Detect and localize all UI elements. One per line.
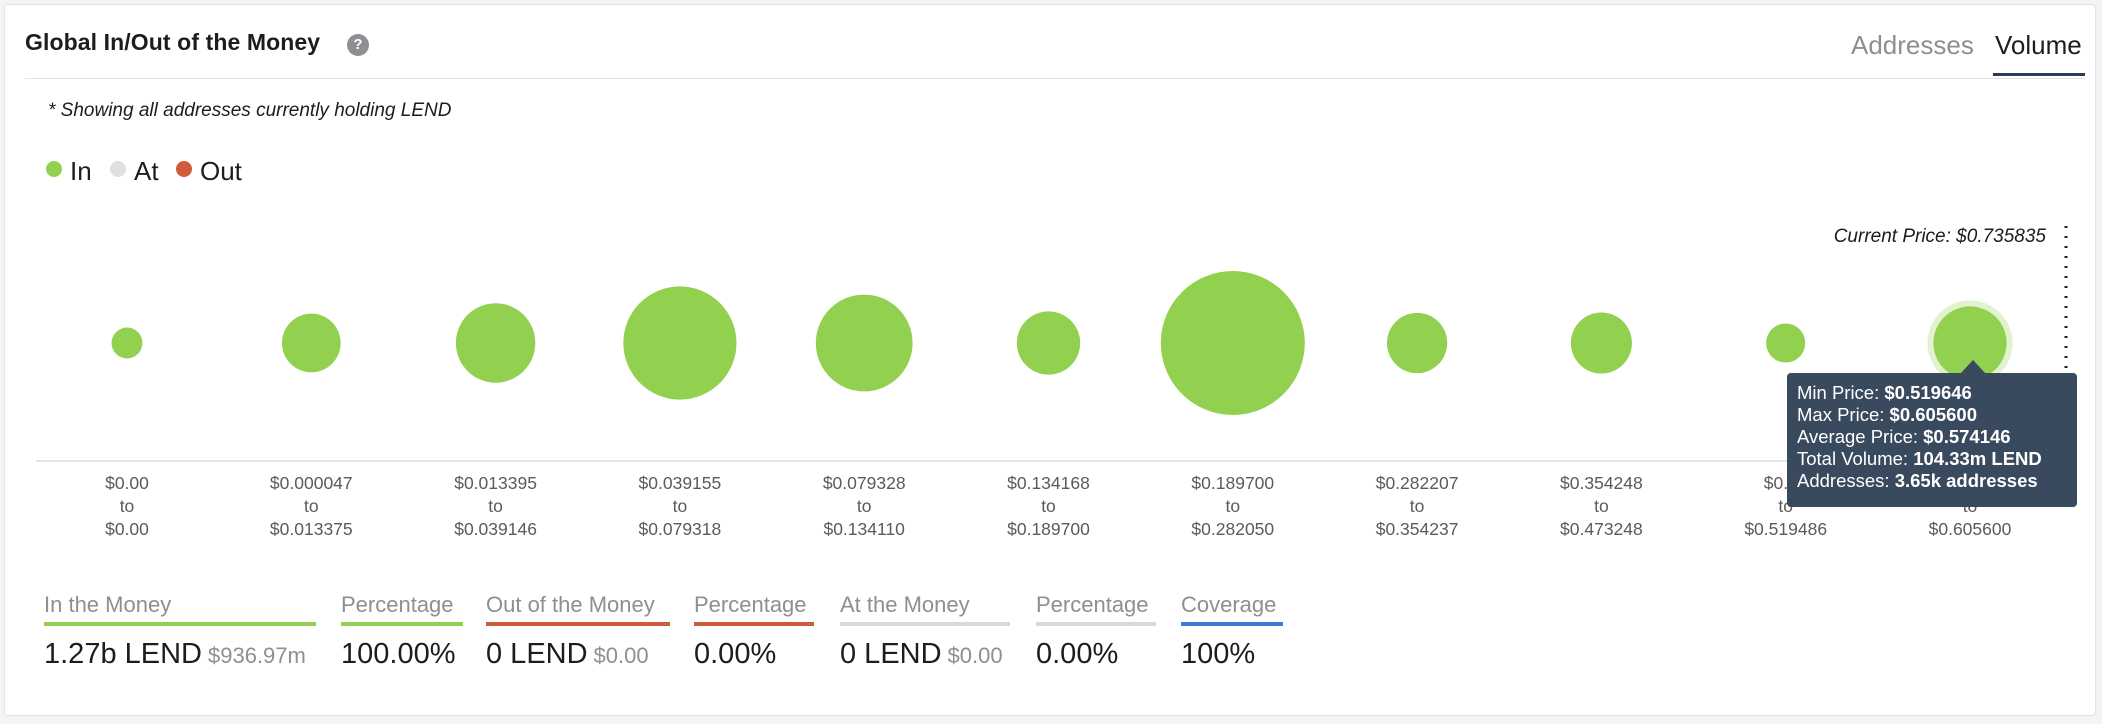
stat-value: 100% (1181, 638, 1256, 670)
stat-rule-in-pct (341, 622, 463, 626)
summary-stats: In the Money 1.27b LEND $936.97m Percenta… (0, 592, 2102, 682)
tooltip-row-min-price: Min Price: $0.519646 (1797, 382, 1972, 403)
bubble-tooltip: Min Price: $0.519646 Max Price: $0.60560… (1787, 373, 2077, 507)
tick-label-from: $0.134168 (1007, 473, 1090, 493)
legend-item-at[interactable]: At (110, 156, 159, 187)
legend-item-out[interactable]: Out (176, 156, 242, 187)
bubble-10[interactable] (1933, 306, 2007, 380)
bubble-8[interactable] (1570, 312, 1632, 374)
tick-label-to-value: $0.354237 (1376, 519, 1459, 539)
tick-label-from: $0.354248 (1560, 473, 1643, 493)
legend-item-in[interactable]: In (46, 156, 92, 187)
stat-rule-at-pct (1036, 622, 1156, 626)
stat-label: Out of the Money (486, 592, 655, 617)
stat-label: Percentage (694, 592, 807, 617)
tick-label-to: to (488, 496, 503, 516)
legend-dot-in (46, 161, 62, 177)
tick-label-from: $0.079328 (823, 473, 906, 493)
bubble-chart: $0.00 to $0.00 $0.000047 to $0.013375 $0.01339… (36, 226, 2068, 539)
stat-value: 0.00% (694, 638, 777, 670)
tab-volume[interactable]: Volume (1995, 30, 2082, 60)
bubble-9[interactable] (1766, 323, 1806, 363)
stat-rule-out (486, 622, 670, 626)
stat-out-percentage: Percentage 0.00% (694, 592, 814, 671)
tick-label-to-value: $0.134110 (823, 519, 905, 539)
tick-label-from: $0.00 (105, 473, 149, 493)
stat-in-the-money: In the Money 1.27b LEND $936.97m (44, 592, 316, 671)
stat-value: 0 LEND $0.00 (486, 638, 649, 670)
bubble-2[interactable] (455, 303, 536, 383)
legend-dot-out (176, 161, 192, 177)
tooltip-arrow (1960, 360, 1986, 374)
stat-label: Coverage (1181, 592, 1277, 617)
stat-label: In the Money (44, 592, 172, 617)
tick-label-to-value: $0.039146 (454, 519, 537, 539)
current-price-label: Current Price: $0.735835 (1834, 226, 2047, 247)
stat-in-percentage: Percentage 100.00% (341, 592, 463, 671)
stat-value: 0 LEND $0.00 (840, 638, 1003, 670)
bubble-3[interactable] (623, 286, 737, 400)
stat-out-of-the-money: Out of the Money 0 LEND $0.00 (486, 592, 670, 671)
bubble-6[interactable] (1160, 271, 1305, 415)
page-title: Global In/Out of the Money (25, 29, 321, 55)
tick-label-to-value: $0.519486 (1744, 519, 1827, 539)
stat-rule-in (44, 622, 316, 626)
legend-dot-at (110, 161, 126, 177)
tick-label-to: to (304, 496, 319, 516)
tick-label-from: $0.039155 (639, 473, 722, 493)
active-tab-indicator (1993, 73, 2085, 76)
tooltip-row-max-price: Max Price: $0.605600 (1797, 404, 1977, 425)
tooltip-row-addresses: Addresses: 3.65k addresses (1797, 470, 2038, 491)
tick-label-to-value: $0.00 (105, 519, 149, 539)
stat-value: 0.00% (1036, 638, 1119, 670)
tick-label-to: to (1410, 496, 1425, 516)
stat-coverage: Coverage 100% (1181, 592, 1283, 671)
stat-rule-out-pct (694, 622, 814, 626)
header-divider (25, 78, 2085, 79)
tick-label-to-value: $0.189700 (1007, 519, 1090, 539)
bubble-0[interactable] (111, 327, 143, 359)
bubble-5[interactable] (1016, 311, 1081, 375)
stat-value: 1.27b LEND $936.97m (44, 638, 306, 670)
tick-label-to-value: $0.013375 (270, 519, 353, 539)
tick-label-from: $0.013395 (454, 473, 537, 493)
stat-label: Percentage (1036, 592, 1149, 617)
tick-label-to-value: $0.282050 (1191, 519, 1274, 539)
bubble-1[interactable] (281, 313, 341, 373)
question-circle-icon[interactable]: ? (347, 34, 369, 56)
tick-label-to: to (673, 496, 688, 516)
tooltip-row-total-volume: Total Volume: 104.33m LEND (1797, 448, 2042, 469)
tick-label-to-value: $0.473248 (1560, 519, 1643, 539)
tick-label-to-value: $0.079318 (639, 519, 722, 539)
stat-rule-coverage (1181, 622, 1283, 626)
legend-label-at: At (134, 156, 159, 186)
tick-label-from: $0.189700 (1191, 473, 1274, 493)
tooltip-row-average-price: Average Price: $0.574146 (1797, 426, 2011, 447)
stat-value: 100.00% (341, 638, 456, 670)
stat-label: Percentage (341, 592, 454, 617)
tick-label-from: $0.282207 (1376, 473, 1459, 493)
tick-label-to-value: $0.605600 (1929, 519, 2012, 539)
legend-label-in: In (70, 156, 92, 186)
legend-label-out: Out (200, 156, 242, 186)
tick-label-to: to (1041, 496, 1056, 516)
tab-addresses[interactable]: Addresses (1851, 30, 1974, 60)
stat-rule-at (840, 622, 1010, 626)
bubble-4[interactable] (815, 294, 913, 392)
tick-label-from: $0.000047 (270, 473, 353, 493)
bubble-7[interactable] (1386, 312, 1448, 374)
stat-at-the-money: At the Money 0 LEND $0.00 (840, 592, 1010, 671)
holding-note: * Showing all addresses currently holdin… (48, 100, 452, 121)
stat-at-percentage: Percentage 0.00% (1036, 592, 1156, 671)
stat-label: At the Money (840, 592, 970, 617)
tick-label-to: to (1225, 496, 1240, 516)
tick-label-to: to (120, 496, 135, 516)
tick-label-to: to (857, 496, 872, 516)
tick-label-to: to (1594, 496, 1609, 516)
